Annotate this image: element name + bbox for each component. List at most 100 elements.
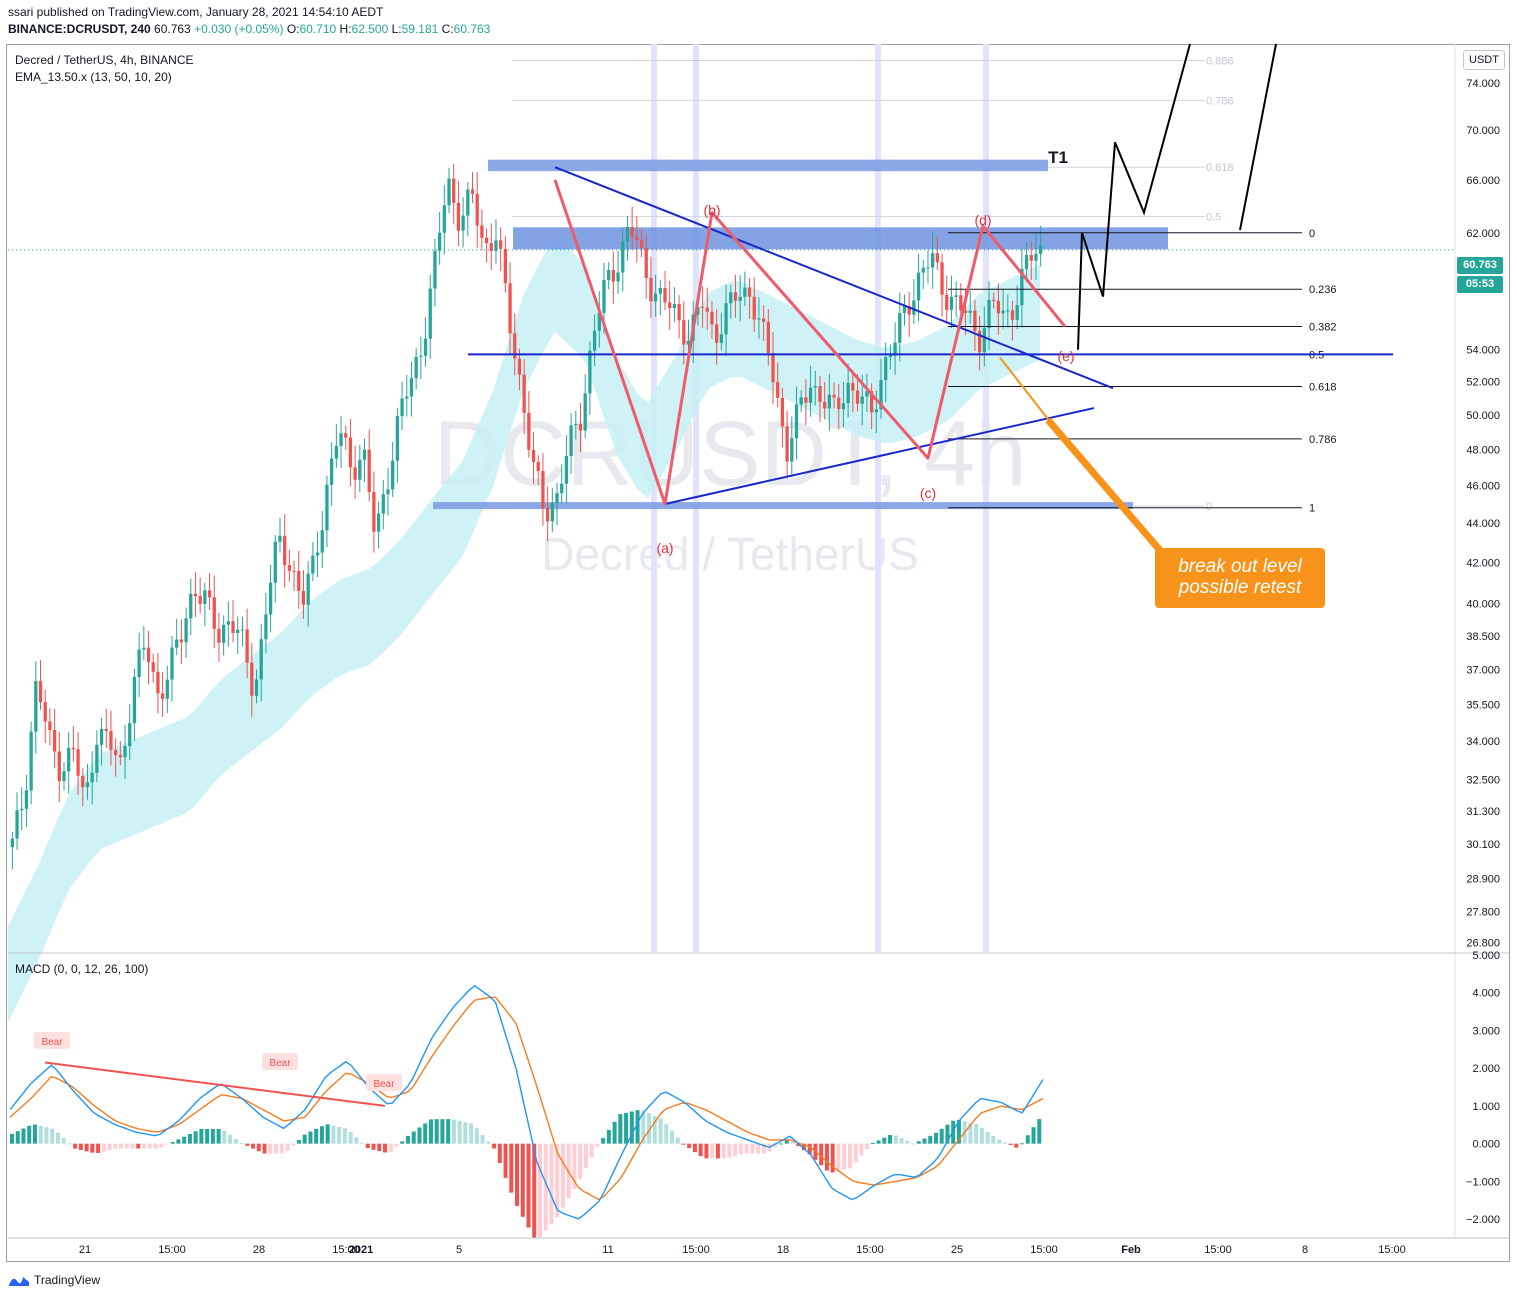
candle-body-85 (409, 378, 414, 397)
candle-body-206 (977, 330, 982, 353)
y-tick-label-1: 70.000 (1466, 125, 1500, 137)
candle-body-4 (29, 731, 33, 791)
candle-body-43 (212, 597, 216, 629)
candle-body-104 (499, 240, 503, 249)
candle-body-94 (452, 178, 456, 203)
macd-hist-bar-93 (543, 1143, 548, 1231)
candle-body-66 (320, 530, 324, 553)
candle-body-87 (419, 355, 423, 357)
candle-body-196 (931, 253, 935, 268)
candle-body-101 (484, 237, 489, 244)
macd-tick-label-1: 4.000 (1472, 988, 1500, 1000)
candle-body-28 (142, 647, 146, 650)
candle-body-116 (555, 493, 559, 504)
candle-body-39 (193, 593, 198, 597)
trend-lines: (a) (b) (c) (d) (e) T1 (468, 43, 1393, 556)
macd-hist-bar-1 (15, 1131, 20, 1144)
candle-body-172 (818, 386, 822, 402)
macd-hist-bar-50 (296, 1139, 301, 1144)
candle-body-109 (522, 374, 526, 413)
triangle-upper-line (554, 166, 1114, 390)
candle-body-136 (649, 277, 653, 302)
candle-body-83 (400, 398, 404, 417)
macd-hist-bar-145 (842, 1143, 847, 1170)
candle-body-90 (433, 250, 437, 289)
macd-hist-bar-78 (457, 1120, 462, 1144)
chart-frame (6, 44, 1510, 1262)
candle-body-131 (625, 227, 630, 242)
macd-hist-bar-45 (268, 1143, 273, 1154)
candle-body-111 (531, 449, 536, 463)
candle-body-110 (527, 412, 531, 450)
breakout-callout: break out level possible retest (1155, 548, 1325, 608)
candle-body-144 (686, 340, 691, 345)
candle-body-176 (837, 397, 841, 410)
candle-body-82 (395, 416, 400, 461)
candle-body-165 (785, 426, 789, 462)
macd-hist-bar-19 (119, 1143, 124, 1149)
footer-brand[interactable]: TradingView (8, 1273, 100, 1287)
macd-hist-bar-23 (141, 1143, 147, 1149)
high-value: 62.500 (351, 22, 389, 36)
candle-body-180 (855, 390, 860, 404)
macd-hist-bar-111 (647, 1113, 652, 1144)
candle-body-18 (95, 744, 99, 773)
macd-hist-bar-147 (853, 1143, 858, 1163)
macd-hist-bar-114 (664, 1124, 669, 1144)
macd-hist-bar-52 (308, 1131, 313, 1144)
candle-body-197 (935, 253, 939, 263)
candle-body-79 (381, 494, 385, 514)
candle-body-163 (776, 382, 780, 398)
candle-body-81 (391, 460, 395, 490)
fib-ext-label-2: 0.618 (1206, 162, 1234, 174)
macd-hist-bar-10 (67, 1143, 72, 1145)
symbol-interval: BINANCE:DCRUSDT, 240 (8, 22, 151, 36)
macd-hist-bar-151 (876, 1140, 881, 1144)
candle-body-112 (536, 462, 540, 472)
macd-hist-bar-33 (199, 1128, 204, 1144)
macd-hist-bar-64 (377, 1143, 382, 1152)
macd-hist-bar-138 (801, 1143, 806, 1151)
candle-body-99 (475, 193, 479, 226)
macd-hist-bar-174 (1008, 1143, 1013, 1145)
macd-hist-bar-30 (182, 1136, 187, 1144)
macd-hist-bar-5 (38, 1125, 43, 1144)
currency-unit-button[interactable]: USDT (1463, 50, 1505, 70)
macd-hist-bar-109 (635, 1110, 640, 1144)
macd-hist-bar-117 (681, 1143, 686, 1145)
candle-body-41 (203, 590, 207, 604)
candle-body-23 (118, 755, 122, 758)
candle-body-209 (992, 299, 996, 301)
macd-hist-bar-116 (675, 1137, 680, 1144)
macd-hist-bar-41 (245, 1143, 250, 1146)
candle-body-129 (616, 272, 620, 282)
macd-hist-bar-43 (256, 1143, 261, 1152)
candle-body-55 (268, 582, 273, 615)
candle-body-93 (447, 178, 451, 206)
candle-body-213 (1010, 310, 1015, 320)
macd-hist-bar-71 (417, 1127, 422, 1144)
resistance-zone-top (488, 159, 1048, 172)
candle-body-72 (348, 437, 353, 468)
macd-hist-bar-96 (560, 1143, 565, 1208)
macd-line (9, 985, 1044, 1220)
macd-hist-bar-155 (899, 1138, 904, 1144)
bar-countdown-tag: 05:53 (1457, 276, 1503, 293)
macd-hist-bar-58 (342, 1128, 347, 1144)
macd-hist-bar-36 (216, 1128, 221, 1144)
macd-hist-bar-106 (618, 1114, 623, 1144)
x-tick-label-3: 15:00 (332, 1244, 360, 1256)
candle-body-31 (156, 671, 160, 694)
macd-hist-bar-99 (578, 1143, 583, 1179)
candle-body-170 (808, 387, 813, 403)
candle-body-143 (682, 320, 686, 345)
macd-hist-bar-86 (503, 1143, 508, 1178)
candle-body-216 (1024, 254, 1029, 269)
macd-hist-bar-40 (239, 1142, 244, 1144)
macd-hist-bar-47 (279, 1143, 284, 1154)
x-tick-label-1: 15:00 (158, 1244, 186, 1256)
fib-ext-label-0: 0.886 (1206, 56, 1234, 68)
macd-hist-bar-177 (1025, 1135, 1030, 1144)
candle-body-92 (442, 205, 446, 233)
